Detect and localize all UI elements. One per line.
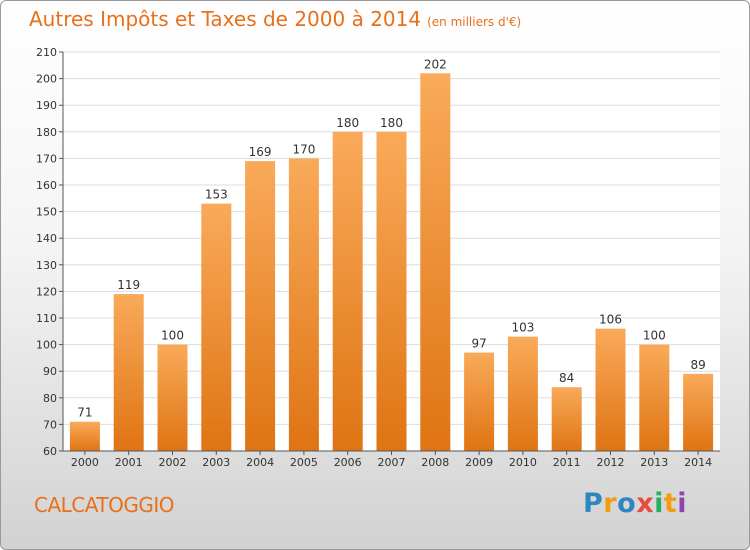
- data-label-2005: 170: [292, 142, 315, 156]
- bar-2005: [288, 158, 319, 451]
- y-tick-label: 110: [36, 312, 57, 325]
- y-tick-label: 100: [36, 339, 57, 352]
- y-tick-label: 120: [36, 285, 57, 298]
- bar-2014: [683, 373, 714, 451]
- data-label-2004: 169: [249, 145, 272, 159]
- data-label-2007: 180: [380, 116, 403, 130]
- bar-2012: [595, 328, 626, 451]
- bar-2000: [69, 421, 100, 451]
- y-tick-label: 130: [36, 259, 57, 272]
- x-tick-label-2003: 2003: [202, 456, 230, 469]
- x-tick-label-2002: 2002: [159, 456, 187, 469]
- x-tick-label-2010: 2010: [509, 456, 537, 469]
- chart-title-text: Autres Impôts et Taxes de 2000 à 2014: [29, 7, 422, 31]
- logo-letter: i: [677, 488, 688, 519]
- y-tick-label: 60: [43, 445, 57, 458]
- data-label-2011: 84: [559, 371, 574, 385]
- commune-name: CALCATOGGIO: [34, 493, 174, 517]
- x-tick-label-2011: 2011: [553, 456, 581, 469]
- bar-2004: [245, 161, 276, 451]
- y-tick-label: 70: [43, 418, 57, 431]
- bar-2009: [464, 352, 495, 451]
- chart-subtitle: (en milliers d'€): [427, 15, 522, 29]
- data-label-2014: 89: [690, 358, 705, 372]
- logo-letter: P: [583, 488, 604, 519]
- y-tick-label: 210: [36, 46, 57, 59]
- x-tick-label-2009: 2009: [465, 456, 493, 469]
- bar-2003: [201, 203, 232, 451]
- data-label-2002: 100: [161, 329, 184, 343]
- x-tick-label-2004: 2004: [246, 456, 274, 469]
- logo-letter: i: [654, 488, 664, 519]
- bar-2008: [420, 73, 451, 451]
- x-tick-label-2012: 2012: [597, 456, 625, 469]
- x-tick-label-2014: 2014: [684, 456, 712, 469]
- bar-2002: [157, 344, 188, 451]
- y-tick-label: 160: [36, 179, 57, 192]
- bar-2001: [113, 294, 144, 451]
- y-tick-label: 80: [43, 392, 57, 405]
- data-label-2009: 97: [471, 337, 486, 351]
- data-label-2008: 202: [424, 57, 447, 71]
- data-label-2012: 106: [599, 313, 622, 327]
- chart-title: Autres Impôts et Taxes de 2000 à 2014 (en…: [29, 7, 521, 31]
- data-label-2003: 153: [205, 188, 228, 202]
- x-tick-label-2005: 2005: [290, 456, 318, 469]
- y-tick-label: 190: [36, 99, 57, 112]
- data-label-2001: 119: [117, 278, 140, 292]
- bar-2010: [507, 336, 538, 451]
- x-tick-label-2006: 2006: [334, 456, 362, 469]
- proxiti-logo: Proxiti: [583, 488, 687, 519]
- y-tick-label: 170: [36, 152, 57, 165]
- bar-2011: [551, 387, 582, 451]
- y-tick-label: 200: [36, 73, 57, 86]
- data-label-2013: 100: [643, 329, 666, 343]
- y-tick-label: 180: [36, 126, 57, 139]
- bar-2007: [376, 131, 407, 452]
- y-tick-label: 140: [36, 232, 57, 245]
- x-tick-label-2001: 2001: [115, 456, 143, 469]
- y-tick-label: 150: [36, 206, 57, 219]
- logo-letter: o: [617, 488, 637, 519]
- data-label-2000: 71: [77, 406, 92, 420]
- logo-letter: r: [603, 488, 618, 519]
- x-tick-label-2000: 2000: [71, 456, 99, 469]
- data-label-2006: 180: [336, 116, 359, 130]
- data-label-2010: 103: [511, 321, 534, 335]
- y-tick-label: 90: [43, 365, 57, 378]
- x-tick-label-2008: 2008: [421, 456, 449, 469]
- bar-2006: [332, 131, 363, 452]
- bar-2013: [639, 344, 670, 451]
- logo-letter: x: [636, 488, 655, 519]
- x-tick-label-2013: 2013: [640, 456, 668, 469]
- logo-letter: t: [663, 488, 678, 519]
- x-tick-label-2007: 2007: [378, 456, 406, 469]
